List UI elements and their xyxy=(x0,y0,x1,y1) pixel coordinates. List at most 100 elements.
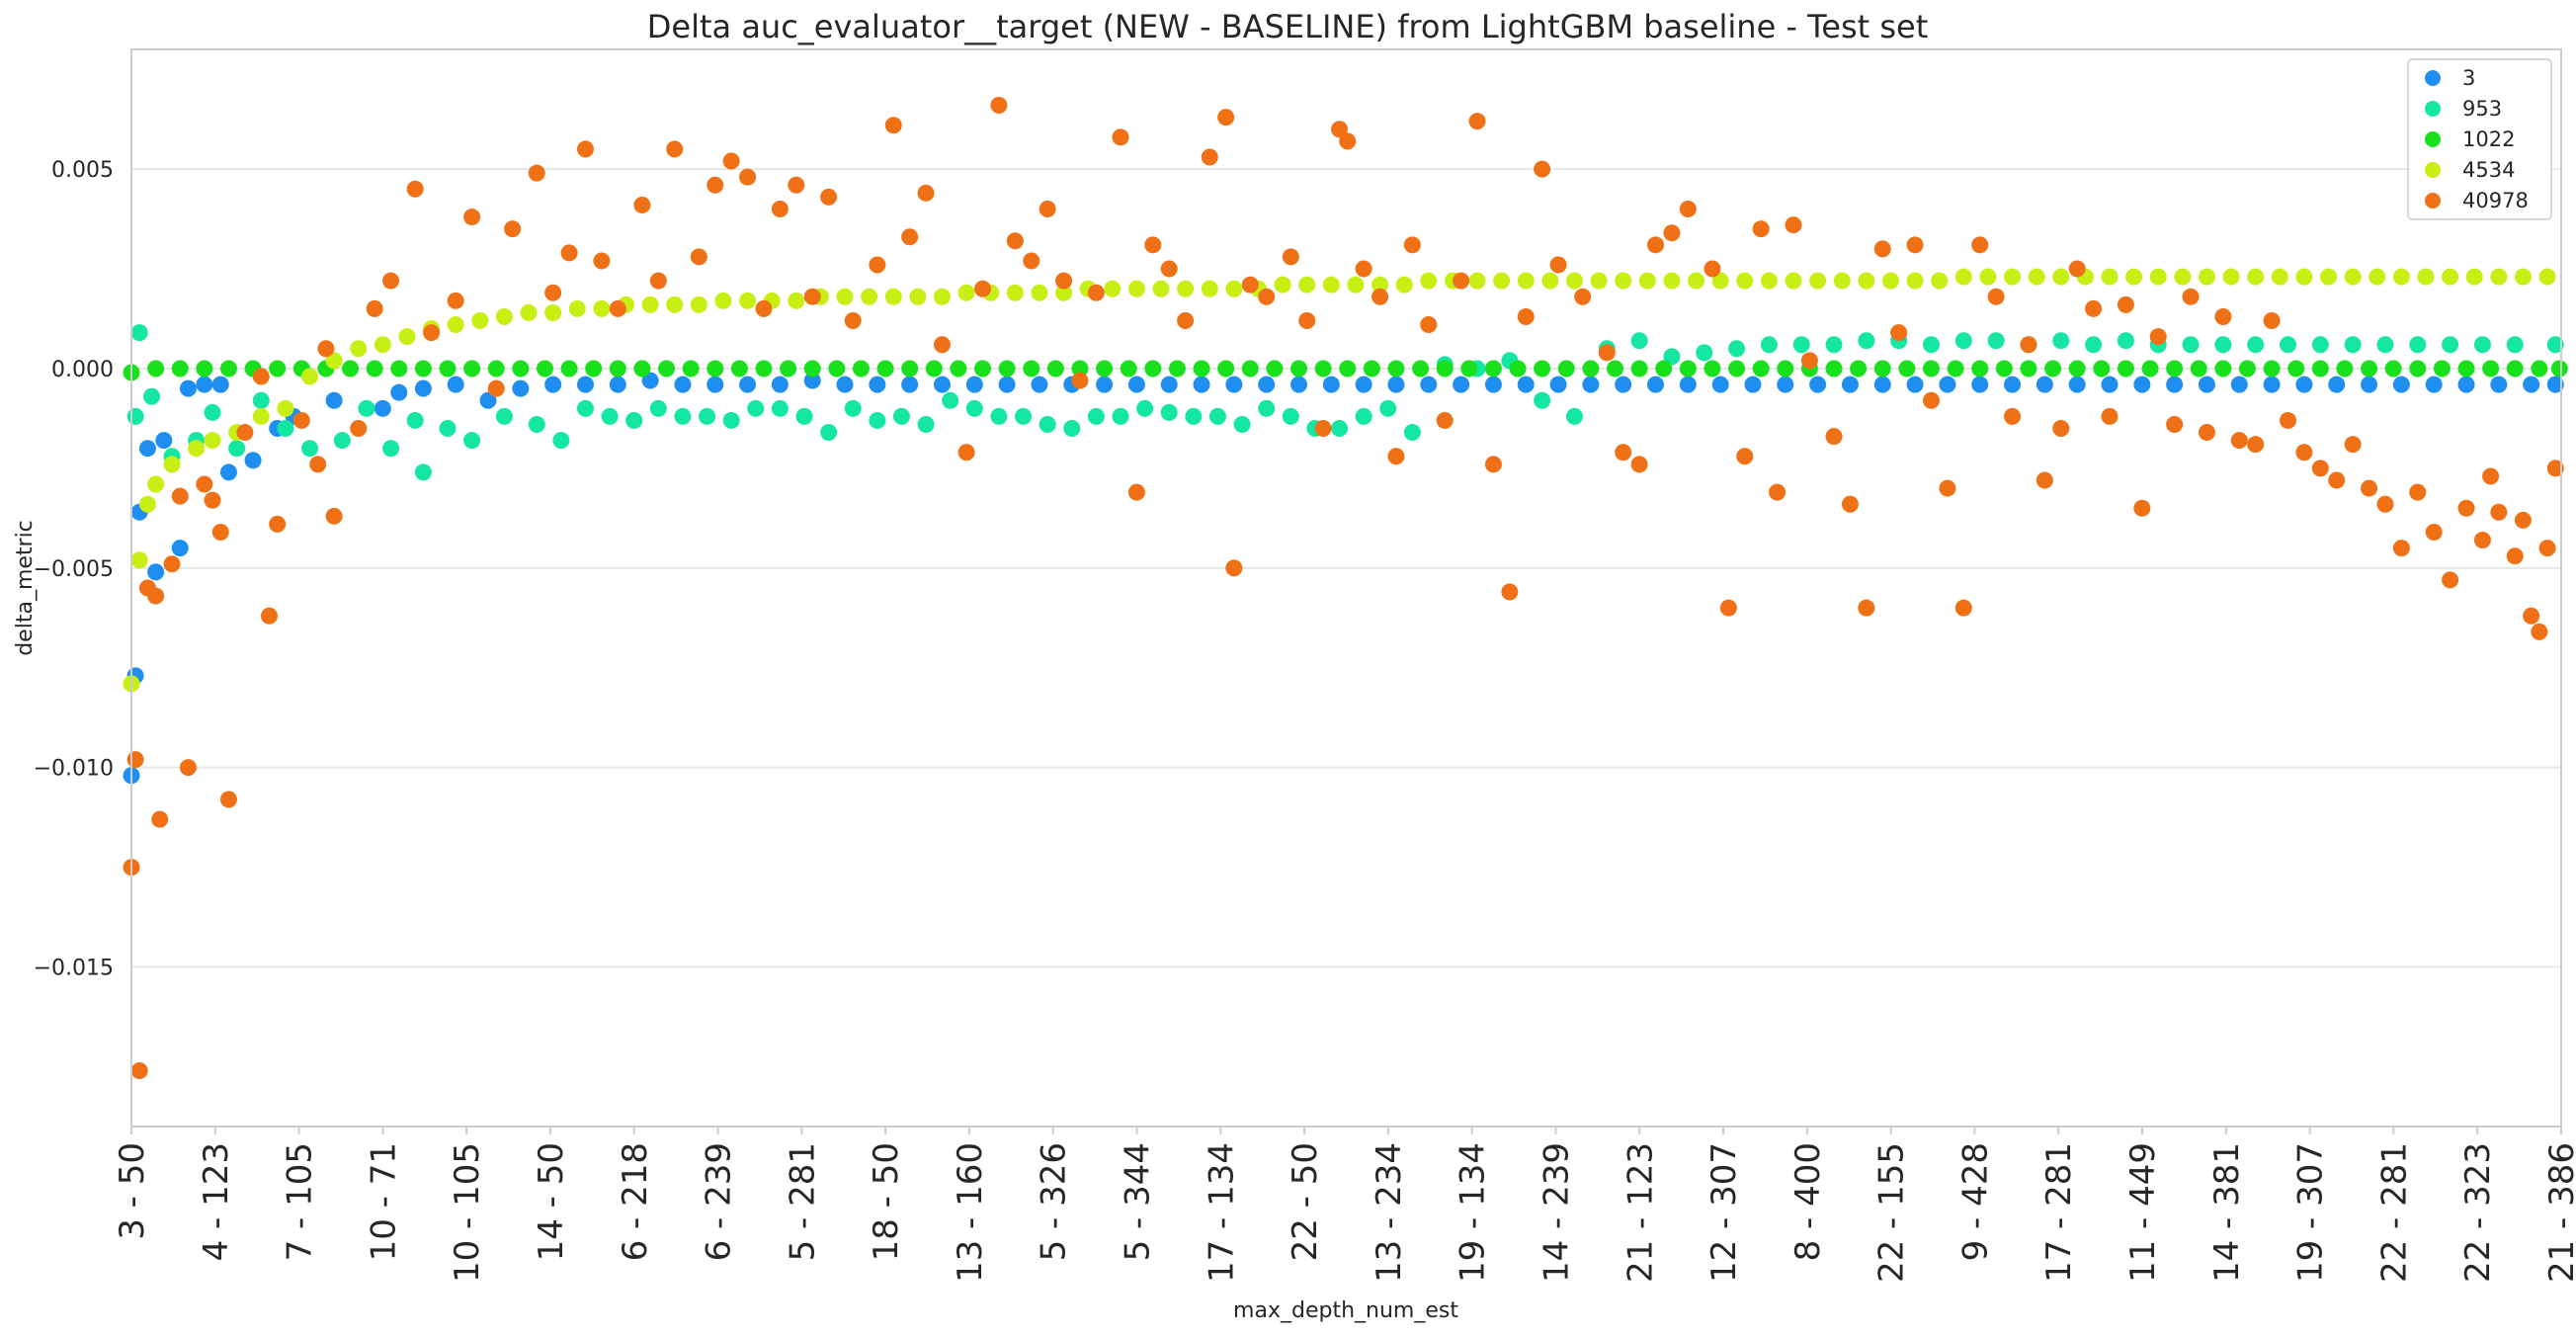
data-point xyxy=(2101,268,2119,286)
data-point xyxy=(585,360,603,377)
data-point xyxy=(196,475,213,493)
data-point xyxy=(1031,284,1048,301)
data-point xyxy=(1760,272,1778,290)
x-tick-label: 3 - 50 xyxy=(113,1142,152,1240)
data-point xyxy=(1160,260,1178,278)
data-point xyxy=(447,316,464,334)
data-point xyxy=(1031,376,1048,393)
data-point xyxy=(2523,376,2540,393)
data-point xyxy=(382,272,400,290)
y-tick-label: −0.005 xyxy=(34,557,114,582)
data-point xyxy=(2482,360,2500,377)
data-point xyxy=(1873,360,1891,377)
data-point xyxy=(1825,360,1843,377)
data-point xyxy=(1168,360,1186,377)
data-point xyxy=(495,307,513,325)
data-point xyxy=(2247,268,2265,286)
data-point xyxy=(130,551,148,569)
data-point xyxy=(852,360,870,377)
data-point xyxy=(1290,376,1308,393)
data-point xyxy=(2538,268,2556,286)
data-point xyxy=(974,280,992,297)
data-point xyxy=(1995,360,2013,377)
data-point xyxy=(552,432,570,450)
data-point xyxy=(649,399,667,417)
data-point xyxy=(2473,532,2491,549)
data-point xyxy=(188,440,206,458)
data-point xyxy=(2506,336,2524,354)
data-point xyxy=(714,292,732,309)
data-point xyxy=(1711,272,1729,290)
data-point xyxy=(2295,444,2313,461)
data-point xyxy=(2117,332,2134,350)
chart-title: Delta auc_evaluator__target (NEW - BASEL… xyxy=(647,8,1928,45)
data-point xyxy=(512,379,530,397)
data-point xyxy=(2490,268,2508,286)
data-point xyxy=(1841,495,1859,513)
data-point xyxy=(1420,376,1438,393)
data-point xyxy=(155,432,173,450)
data-point xyxy=(1922,391,1940,409)
data-point xyxy=(957,444,975,461)
data-point xyxy=(1144,360,1162,377)
data-point xyxy=(1208,407,1226,425)
data-point xyxy=(1290,360,1308,377)
data-point xyxy=(130,1061,148,1079)
data-point xyxy=(2457,376,2475,393)
legend-label: 1022 xyxy=(2462,127,2515,151)
data-point xyxy=(1412,360,1430,377)
data-point xyxy=(998,376,1016,393)
data-point xyxy=(292,411,310,429)
data-point xyxy=(2328,376,2346,393)
data-point xyxy=(2149,328,2167,346)
data-point xyxy=(609,299,626,317)
series-40978 xyxy=(123,97,2564,1079)
data-point xyxy=(447,376,464,393)
data-point xyxy=(333,432,351,450)
data-point xyxy=(844,399,862,417)
data-point xyxy=(2490,503,2508,521)
data-point xyxy=(1939,376,1956,393)
data-point xyxy=(204,403,221,421)
data-point xyxy=(2238,360,2256,377)
data-point xyxy=(1906,236,1924,254)
data-point xyxy=(196,376,213,393)
data-point xyxy=(406,411,424,429)
data-point xyxy=(1971,376,1989,393)
data-point xyxy=(2182,336,2200,354)
data-point xyxy=(204,432,221,450)
data-point xyxy=(2546,376,2564,393)
data-point xyxy=(179,759,197,777)
data-point xyxy=(2182,288,2200,305)
data-point xyxy=(163,456,181,473)
data-point xyxy=(1736,272,1754,290)
data-point xyxy=(1728,360,1746,377)
data-point xyxy=(2279,411,2296,429)
data-point xyxy=(1615,272,1632,290)
data-point xyxy=(699,407,716,425)
data-point xyxy=(1825,428,1843,446)
data-point xyxy=(706,376,724,393)
data-point xyxy=(1873,240,1891,258)
data-point xyxy=(1055,272,1073,290)
data-point xyxy=(2433,360,2451,377)
data-point xyxy=(576,376,594,393)
data-point xyxy=(1266,360,1284,377)
data-point xyxy=(2295,376,2313,393)
legend-label: 3 xyxy=(2462,66,2475,90)
data-point xyxy=(471,312,489,330)
data-point xyxy=(390,383,408,401)
data-point xyxy=(228,440,246,458)
data-point xyxy=(795,407,813,425)
data-point xyxy=(1509,360,1527,377)
data-point xyxy=(1217,360,1235,377)
data-point xyxy=(974,360,992,377)
data-point xyxy=(398,328,416,346)
data-point xyxy=(2044,360,2062,377)
data-point xyxy=(1703,260,1721,278)
data-point xyxy=(1006,232,1024,250)
data-point xyxy=(1906,272,1924,290)
data-point xyxy=(706,360,724,377)
